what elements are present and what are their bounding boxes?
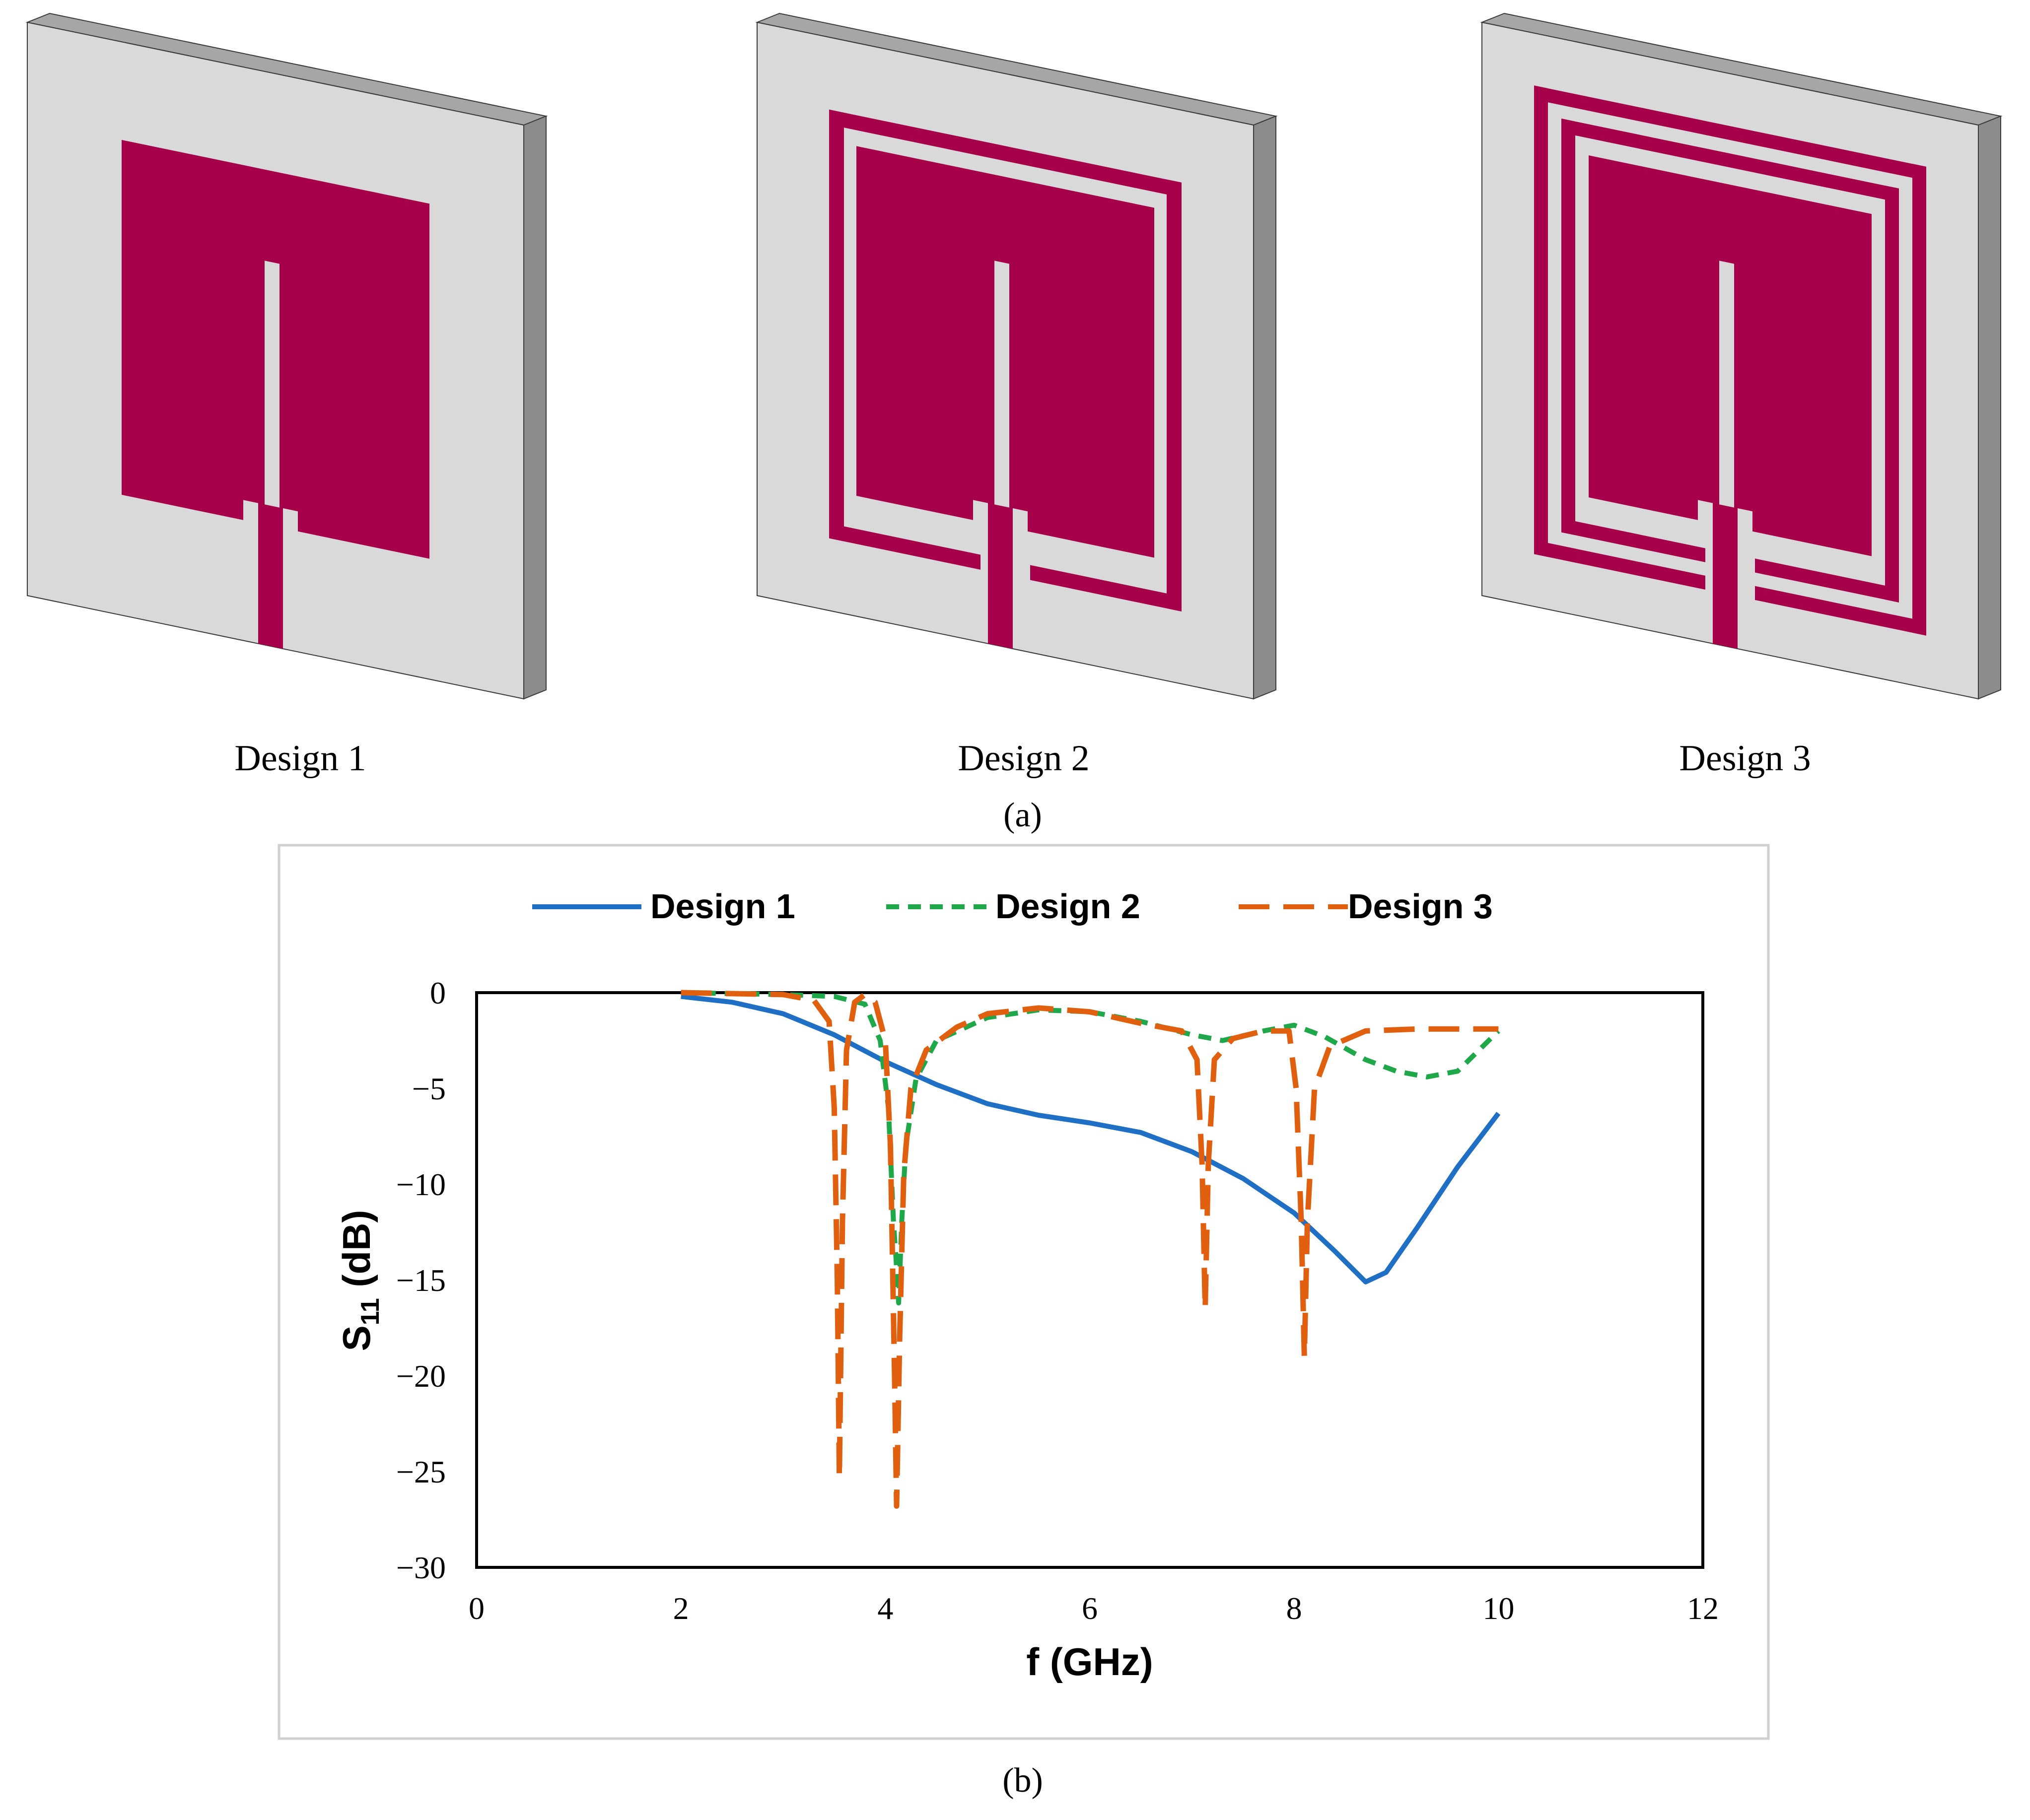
legend-label-design-1: Design 1 <box>650 887 795 926</box>
ring-1-bottom-right <box>1755 586 1926 636</box>
ring-1-right <box>1167 179 1182 612</box>
feed-gap-left <box>973 500 988 526</box>
plot-area <box>475 991 1704 1569</box>
ring-1-top <box>829 109 1182 198</box>
feed-line <box>988 506 1013 649</box>
antenna-design-2 <box>755 12 1278 700</box>
feed-line <box>258 506 283 649</box>
x-tick-label: 12 <box>1687 1591 1719 1626</box>
feed-gap-right <box>283 508 298 535</box>
patch-slot <box>1719 261 1734 508</box>
chart-series <box>681 990 1501 1509</box>
legend-label-design-3: Design 3 <box>1348 887 1493 926</box>
y-tick-label: −25 <box>396 1454 446 1489</box>
y-tick-label: −10 <box>396 1167 446 1202</box>
x-tick-label: 0 <box>469 1591 485 1626</box>
y-axis-label-subscript: 11 <box>356 1298 385 1325</box>
ring-2-right <box>1885 185 1899 603</box>
y-tick-label: −5 <box>412 1071 446 1106</box>
series-line-design-3 <box>681 990 1499 1509</box>
y-tick-label: −20 <box>396 1358 446 1394</box>
feed-gap-right <box>1013 508 1028 535</box>
legend-label-design-2: Design 2 <box>995 887 1140 926</box>
antenna-design-3 <box>1480 12 2003 700</box>
patch-slot <box>265 261 280 508</box>
substrate-side-face <box>523 115 547 700</box>
design-1-label: Design 1 <box>234 738 366 779</box>
x-tick-label: 6 <box>1082 1591 1098 1626</box>
feed-gap-left <box>1698 500 1713 526</box>
y-axis-label-unit: (dB) <box>335 1210 378 1298</box>
series-line-design-2 <box>681 990 1500 1306</box>
x-tick-label: 10 <box>1482 1591 1514 1626</box>
x-tick-label: 2 <box>673 1591 689 1626</box>
antenna-design-1 <box>25 12 548 700</box>
feed-gap-left <box>243 500 258 526</box>
ring-2-bottom-left <box>1561 518 1705 562</box>
feed-line <box>1713 506 1738 649</box>
series-line-design-1 <box>681 994 1501 1284</box>
ring-2-left <box>1561 118 1575 536</box>
x-axis-ticks: 0 2 4 6 8 10 12 <box>469 1591 1719 1626</box>
y-tick-label: −15 <box>396 1263 446 1298</box>
ring-1-bottom-left <box>1534 540 1705 590</box>
x-tick-label: 8 <box>1286 1591 1302 1626</box>
substrate-side-face <box>1978 115 2001 700</box>
x-axis-label: f (GHz) <box>1026 1640 1153 1684</box>
y-axis-ticks: 0 −5 −10 −15 −20 −25 −30 <box>396 975 446 1585</box>
subfigure-a-label: (a) <box>1003 796 1042 834</box>
ring-1-left <box>1534 85 1548 557</box>
substrate-side-face <box>1253 115 1276 700</box>
design-2-label: Design 2 <box>958 738 1089 779</box>
ring-1-top <box>1534 85 1926 181</box>
ring-1-right <box>1912 164 1926 636</box>
ring-1-left <box>829 109 844 541</box>
ring-2-top <box>1561 118 1899 202</box>
ring-1-bottom-right <box>1030 565 1182 612</box>
y-tick-label: −30 <box>396 1550 446 1585</box>
feed-gap-right <box>1738 508 1752 535</box>
y-tick-label: 0 <box>430 975 446 1011</box>
x-tick-label: 4 <box>877 1591 893 1626</box>
chart-legend: Design 1 Design 2 Design 3 <box>532 887 1493 926</box>
antenna-designs <box>25 12 2003 700</box>
patch-slot <box>994 261 1009 508</box>
ring-1-bottom-left <box>829 523 980 570</box>
subfigure-b-label: (b) <box>1002 1761 1043 1800</box>
y-axis-label-main: S <box>335 1325 378 1351</box>
y-axis-label: S11 (dB) <box>335 1210 385 1351</box>
design-3-label: Design 3 <box>1679 738 1811 779</box>
ring-2-bottom-right <box>1755 558 1899 603</box>
